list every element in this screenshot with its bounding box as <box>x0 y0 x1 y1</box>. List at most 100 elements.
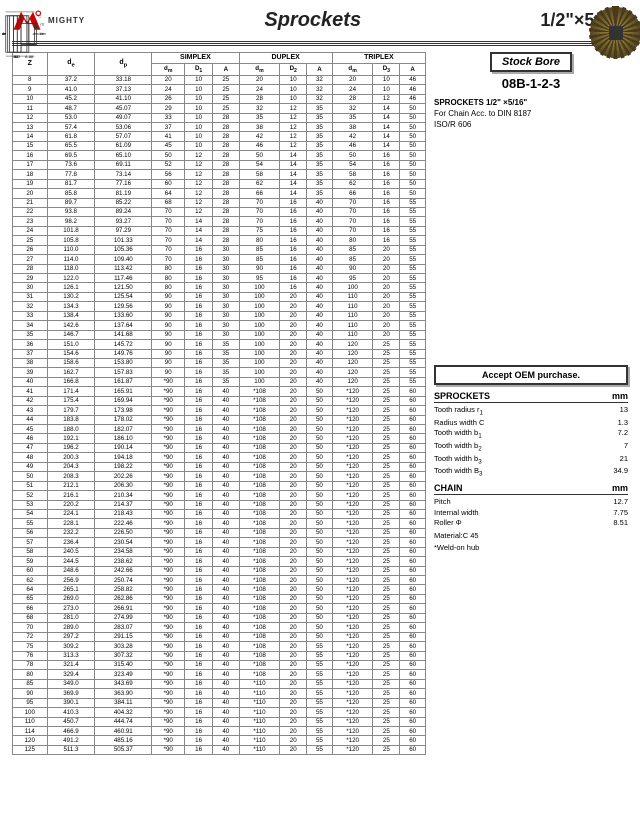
diagram-triplex: dedmB3A <box>434 289 628 361</box>
table-row: 41171.4165.91*901640*1082050*1202560 <box>13 387 426 396</box>
table-row: 1981.777.16601228621435621650 <box>13 179 426 188</box>
table-row: 70289.0283.07*901640*1082050*1202560 <box>13 623 426 632</box>
table-row: 53220.2214.37*901640*1082050*1202560 <box>13 500 426 509</box>
table-row: 24101.897.29701428751640701655 <box>13 226 426 235</box>
table-row: 1565.561.09451028461235461450 <box>13 141 426 150</box>
table-row: 76313.3307.32*901640*1082055*1202560 <box>13 651 426 660</box>
table-row: 25105.8101.33701428801640801655 <box>13 236 426 245</box>
table-row: 58240.5234.58*901640*1082050*1202560 <box>13 547 426 556</box>
table-row: 31130.2125.5490163010020401102055 <box>13 292 426 301</box>
table-row: 55228.1222.46*901640*1082050*1202560 <box>13 519 426 528</box>
table-row: 120491.2485.16*901640*1102055*1202560 <box>13 736 426 745</box>
table-row: 30126.1121.5080163010016401002055 <box>13 283 426 292</box>
table-row: 75309.2303.28*901640*1082055*1202560 <box>13 642 426 651</box>
spec-row: Tooth width b321 <box>434 454 628 467</box>
model-number: 08B-1-2-3 <box>434 76 628 91</box>
table-row: 33138.4133.6090163010020401102055 <box>13 311 426 320</box>
diagram-simplex: dedmB1ACr3 <box>434 137 628 209</box>
table-row: 36151.0145.7290163510020401202555 <box>13 340 426 349</box>
table-row: 49204.3198.22*901640*1082050*1202560 <box>13 462 426 471</box>
table-row: 65269.0262.86*901640*1082050*1202560 <box>13 594 426 603</box>
table-row: 39162.7157.8390163510020401202555 <box>13 368 426 377</box>
table-row: 1148.745.07291025321235321450 <box>13 104 426 113</box>
svg-text:dm: dm <box>40 32 45 36</box>
table-row: 62256.9250.74*901640*1082050*1202560 <box>13 576 426 585</box>
table-row: 1877.873.14561228581435581650 <box>13 170 426 179</box>
spec-row: Tooth radius r113 <box>434 405 628 418</box>
table-row: 37154.6149.7690163510020401202555 <box>13 349 426 358</box>
table-row: 95390.1384.11*901640*1102055*1202560 <box>13 698 426 707</box>
table-row: 27114.0109.40701630851640852055 <box>13 255 426 264</box>
gear-icon <box>593 10 638 55</box>
table-row: 28118.0113.42801630901640902055 <box>13 264 426 273</box>
oem-box: Accept OEM purchase. <box>434 365 628 385</box>
table-row: 50208.3202.26*901640*1082050*1202560 <box>13 472 426 481</box>
material-note: Material:C 45 <box>434 531 628 540</box>
table-row: 72297.2291.15*901640*1082050*1202560 <box>13 632 426 641</box>
table-row: 40166.8161.87*90163510020401202555 <box>13 377 426 386</box>
divider <box>12 40 628 46</box>
table-row: 941.037.13241025241032241046 <box>13 85 426 94</box>
table-row: 1669.565.10501228501435501650 <box>13 151 426 160</box>
spec-row: Roller Φ8.51 <box>434 518 628 528</box>
page-title: Sprockets <box>264 9 361 32</box>
info-block: SPROCKETS 1/2" ×5/16" For Chain Acc. to … <box>434 97 628 131</box>
table-row: 2293.889.24701228701640701655 <box>13 207 426 216</box>
table-row: 45188.0182.07*901640*1082050*1202560 <box>13 425 426 434</box>
table-row: 60248.6242.66*901640*1082050*1202560 <box>13 566 426 575</box>
svg-text:B3: B3 <box>15 55 20 59</box>
table-row: 42175.4169.94*901640*1082050*1202560 <box>13 396 426 405</box>
spec-row: Tooth width b27 <box>434 441 628 454</box>
table-row: 48200.3194.18*901640*1082050*1202560 <box>13 453 426 462</box>
table-row: 43179.7173.98*901640*1082050*1202560 <box>13 406 426 415</box>
table-row: 32134.3129.5690163010020401102055 <box>13 302 426 311</box>
spec-row: Internal width7.75 <box>434 508 628 518</box>
table-row: 1045.241.10261025281032281246 <box>13 94 426 103</box>
table-row: 78321.4315.40*901640*1082055*1202560 <box>13 660 426 669</box>
weld-note: *Weld-on hub <box>434 543 628 552</box>
brand-text: MIGHTY <box>48 16 85 25</box>
chain-head: CHAINmm <box>434 483 628 495</box>
table-row: 47196.2190.14*901640*1082050*1202560 <box>13 443 426 452</box>
spec-row: Radius width C1.3 <box>434 418 628 428</box>
table-row: 1253.049.07331028351235351450 <box>13 113 426 122</box>
table-row: 80329.4323.49*901640*1082055*1202560 <box>13 670 426 679</box>
stockbore-box: Stock Bore <box>490 52 572 72</box>
table-row: 35146.7141.6890163010020401102055 <box>13 330 426 339</box>
table-row: 44183.8178.02*901640*1082050*1202560 <box>13 415 426 424</box>
table-row: 52216.1210.34*901640*1082050*1202560 <box>13 491 426 500</box>
svg-text:A: A <box>31 55 34 59</box>
table-row: 114466.9460.91*901640*1102055*1202560 <box>13 727 426 736</box>
table-row: 2398.293.27701428701640701655 <box>13 217 426 226</box>
spec-row: Pitch12.7 <box>434 497 628 507</box>
table-row: 26110.0105.36701630851640852055 <box>13 245 426 254</box>
spec-table: ZdedpSIMPLEXDUPLEXTRIPLEX dmD1AdmD2AdmD3… <box>12 52 426 755</box>
table-row: 110450.7444.74*901640*1102055*1202560 <box>13 717 426 726</box>
sprockets-head: SPROCKETSmm <box>434 391 628 403</box>
table-row: 100410.3404.32*901640*1102055*1202560 <box>13 708 426 717</box>
table-row: 64265.1258.82*901640*1082050*1202560 <box>13 585 426 594</box>
table-row: 2189.785.22681228701640701655 <box>13 198 426 207</box>
table-row: 837.233.18201025201032201046 <box>13 75 426 84</box>
table-row: 29122.0117.46801630951640952055 <box>13 274 426 283</box>
table-row: 46192.1186.10*901640*1082050*1202560 <box>13 434 426 443</box>
table-row: 1357.453.06371028381235381450 <box>13 123 426 132</box>
svg-text:de: de <box>2 32 6 36</box>
table-row: 56232.2226.50*901640*1082050*1202560 <box>13 528 426 537</box>
table-row: 1461.857.07411028421235421450 <box>13 132 426 141</box>
table-row: 90369.9363.90*901640*1102055*1202560 <box>13 689 426 698</box>
table-row: 51212.1206.30*901640*1082050*1202560 <box>13 481 426 490</box>
table-row: 59244.5238.62*901640*1082050*1202560 <box>13 557 426 566</box>
table-row: 38158.6153.8090163510020401202555 <box>13 358 426 367</box>
table-row: 1773.669.11521228541435541650 <box>13 160 426 169</box>
spec-row: Tooth width B334.9 <box>434 466 628 479</box>
table-row: 2085.881.19641228661435661650 <box>13 189 426 198</box>
table-row: 68281.0274.99*901640*1082050*1202560 <box>13 613 426 622</box>
table-row: 34142.6137.6490163010020401102055 <box>13 321 426 330</box>
header: MIGHTY Sprockets 1/2"×5/16" <box>12 8 628 32</box>
table-row: 125511.3505.37*901640*1102055*1202560 <box>13 745 426 754</box>
table-row: 57236.4230.54*901640*1082050*1202560 <box>13 538 426 547</box>
table-row: 54224.1218.43*901640*1082050*1202560 <box>13 509 426 518</box>
diagram-duplex: dedmB2A <box>434 213 628 285</box>
table-row: 66273.0266.91*901640*1082050*1202560 <box>13 604 426 613</box>
